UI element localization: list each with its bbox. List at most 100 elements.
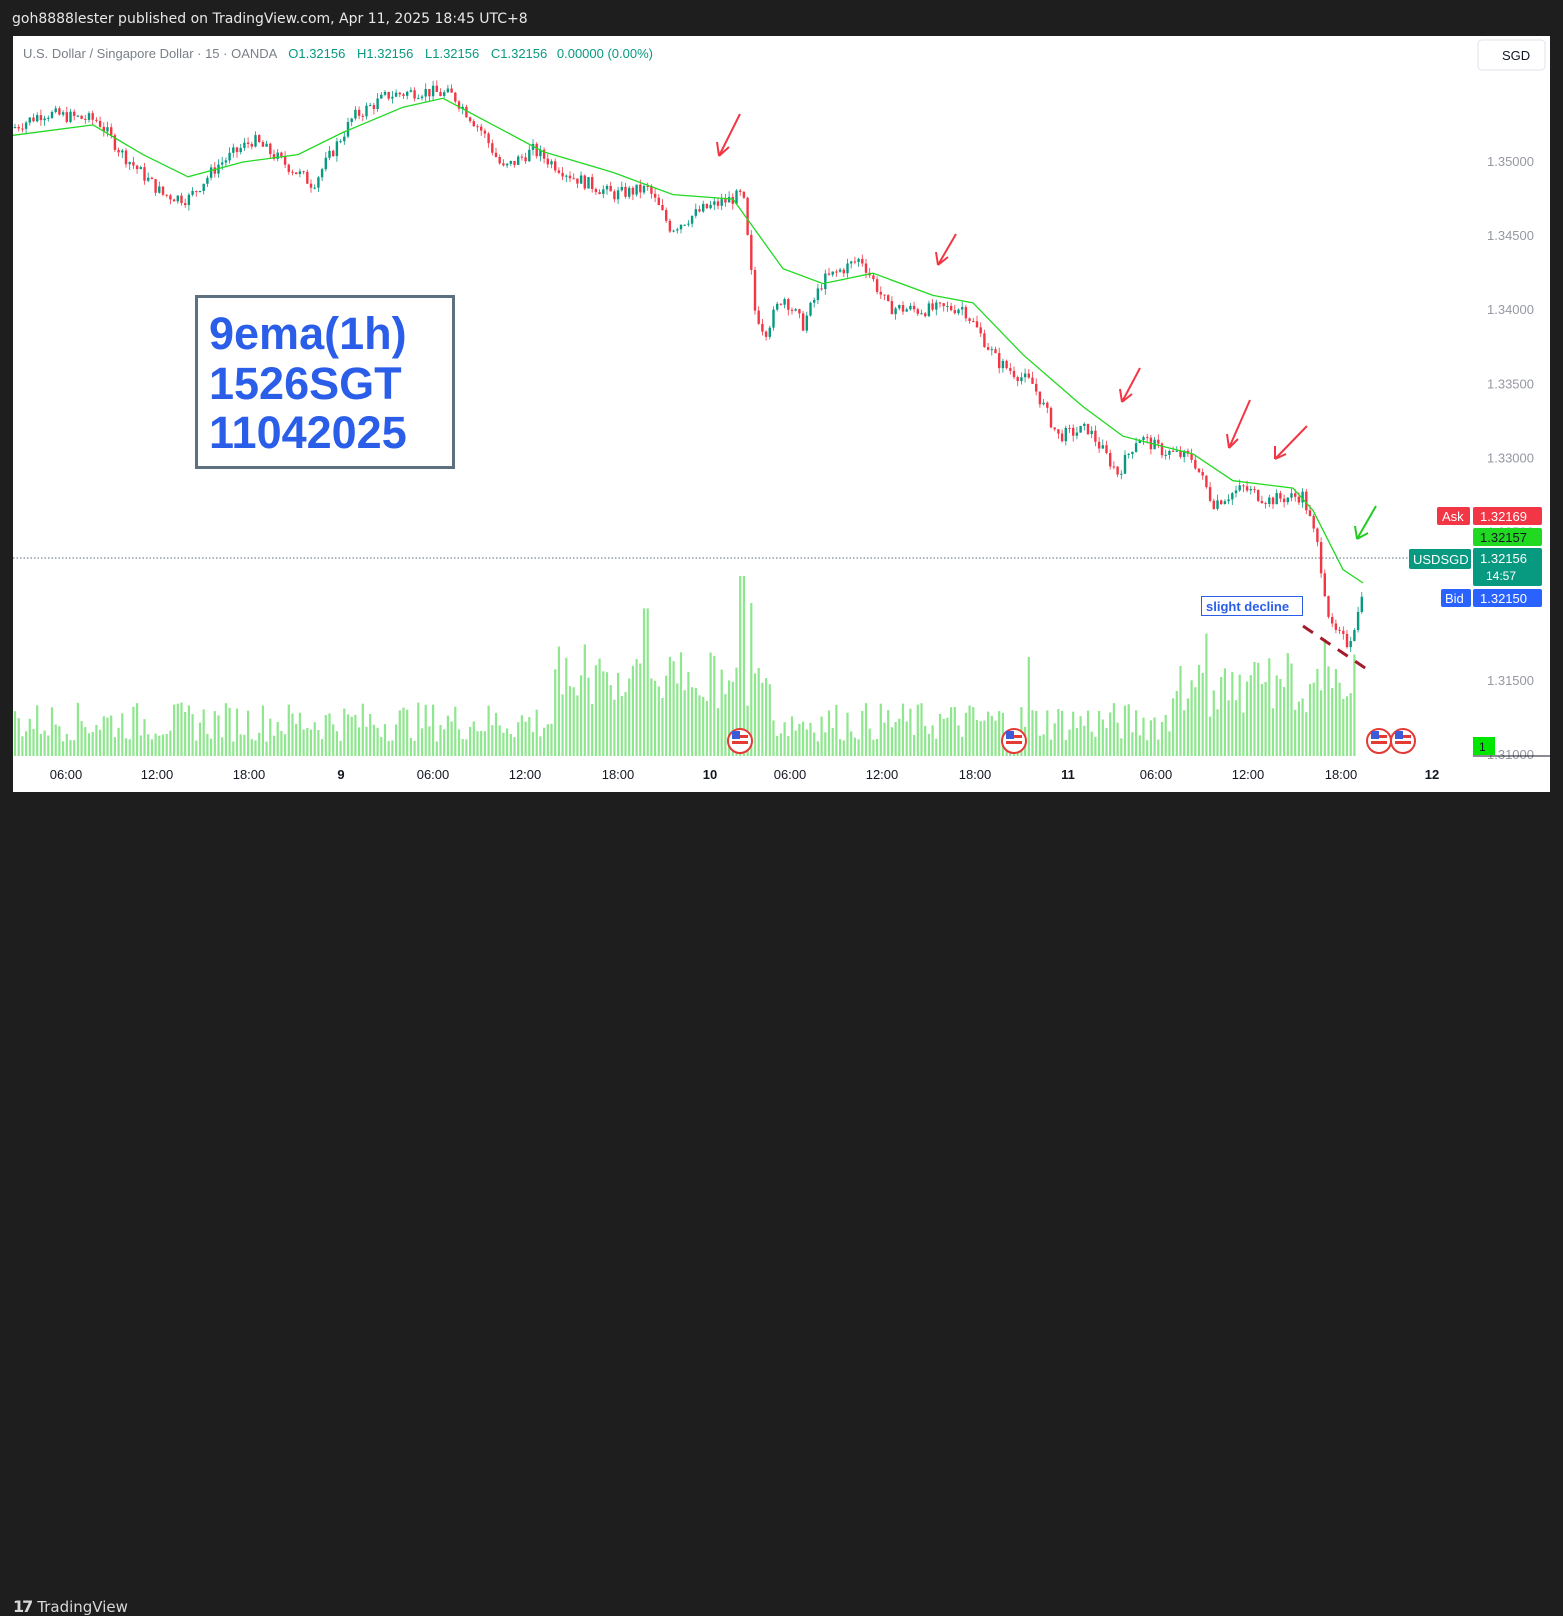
volume-bar [1271, 708, 1275, 756]
last-price-tag: USDSGD 1.32156 14:57 [1409, 548, 1542, 586]
volume-bar [309, 729, 313, 756]
candle [302, 171, 305, 173]
volume-bar [890, 727, 893, 756]
arrow-up-icon[interactable] [1354, 505, 1377, 540]
candle [128, 162, 131, 165]
candle [554, 161, 557, 171]
ask-price: 1.32169 [1480, 509, 1527, 524]
candle [1260, 501, 1264, 504]
volume-bar [1349, 693, 1352, 756]
arrow-down-icon[interactable] [716, 113, 1308, 460]
candle [742, 191, 746, 198]
volume-bar [1183, 710, 1186, 756]
volume-bar [642, 608, 646, 756]
volume-bar [598, 658, 601, 756]
volume-bar [750, 603, 753, 756]
us-flag-icon[interactable] [1001, 728, 1027, 754]
legend-open-label: O [288, 46, 298, 61]
volume-bar [535, 709, 538, 756]
volume-bar [705, 701, 708, 756]
candle [1075, 432, 1079, 436]
candle [994, 349, 997, 354]
volume-bar [909, 708, 912, 756]
candle [890, 301, 894, 315]
candle [1109, 453, 1112, 467]
candle [835, 271, 838, 273]
volume-bar [58, 726, 61, 756]
volume-bar [1320, 690, 1323, 756]
candle [61, 112, 65, 115]
note-label[interactable]: slight decline [1201, 596, 1303, 616]
volume-bar [398, 710, 401, 756]
candle [1275, 493, 1278, 505]
candle [1305, 491, 1308, 511]
volume-bar [158, 735, 161, 756]
volume-bar [99, 729, 102, 756]
last-price: 1.32156 [1480, 551, 1527, 566]
volume-bar [369, 714, 372, 756]
volume-bar [927, 733, 930, 756]
candle [328, 150, 331, 158]
candle [1297, 496, 1301, 503]
volume-bar [265, 741, 268, 756]
decline-dashed-line[interactable] [1302, 624, 1372, 674]
volume-bar [876, 739, 879, 756]
candle [1020, 377, 1023, 382]
candle [576, 178, 579, 184]
candle [850, 261, 853, 264]
candle [95, 119, 98, 121]
candle [912, 305, 916, 310]
chart-panel[interactable]: U.S. Dollar / Singapore Dollar · 15 · OA… [13, 36, 1550, 792]
candle [1112, 466, 1116, 468]
candle [258, 135, 261, 142]
annotation-box[interactable]: 9ema(1h) 1526SGT 11042025 [195, 295, 455, 469]
currency-button[interactable]: SGD [1477, 39, 1546, 71]
volume-bar [1131, 732, 1134, 756]
candle [265, 143, 268, 147]
candle [365, 105, 368, 117]
candle [676, 229, 679, 231]
price-chart[interactable]: U.S. Dollar / Singapore Dollar · 15 · OA… [13, 36, 1550, 792]
candle [753, 270, 757, 311]
candle [250, 144, 253, 147]
volume-bar [235, 708, 239, 756]
us-flag-icon[interactable] [1390, 728, 1416, 754]
candle [58, 108, 61, 115]
candle [1316, 528, 1319, 543]
candle [657, 197, 660, 205]
volume-bar [983, 720, 986, 756]
candle [1227, 499, 1230, 502]
candle [687, 223, 690, 225]
candle [505, 163, 509, 166]
candle [84, 118, 87, 120]
candle [716, 201, 720, 206]
volume-bar [938, 713, 942, 756]
candle [21, 128, 24, 130]
candle [124, 150, 128, 165]
volume-bar [506, 728, 509, 756]
candle [1027, 373, 1030, 378]
volume-bar [913, 735, 916, 756]
candle [1134, 443, 1138, 452]
x-axis-label: 06:00 [417, 767, 450, 782]
volume-bar [128, 739, 131, 756]
volume-bar [1127, 704, 1130, 756]
countdown: 14:57 [1486, 569, 1516, 583]
volume-bar [91, 731, 94, 756]
volume-bar [1353, 654, 1356, 756]
volume-bar [1179, 666, 1182, 756]
candle [624, 186, 627, 197]
candle [668, 220, 672, 232]
annotation-line-2: 1526SGT [209, 358, 402, 409]
tradingview-brand: TradingView [37, 1597, 128, 1616]
candle [1331, 617, 1334, 624]
candle [409, 90, 413, 92]
us-flag-icon[interactable] [1366, 728, 1392, 754]
us-flag-icon[interactable] [727, 728, 753, 754]
volume-bar [839, 739, 842, 756]
tradingview-logo[interactable]: 𝟭𝟳 TradingView [13, 1597, 128, 1616]
candle [587, 177, 590, 189]
candle [187, 194, 191, 206]
volume-bar [605, 672, 609, 756]
volume-bar [1027, 657, 1030, 756]
